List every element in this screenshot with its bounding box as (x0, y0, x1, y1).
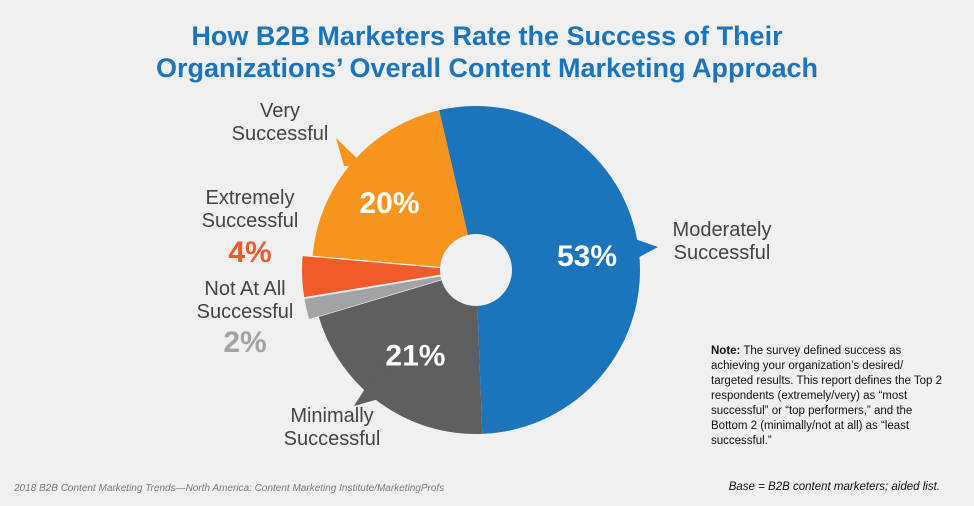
category-label: Extremely Successful (202, 187, 299, 232)
category-label: Very Successful (232, 100, 329, 145)
pie-slice-moderately (439, 106, 640, 434)
source-citation: 2018 B2B Content Marketing Trends—North … (14, 483, 445, 494)
category-label: Minimally Successful (284, 405, 381, 450)
label-pointer (336, 138, 366, 167)
note-text: Note: The survey defined success as achi… (711, 344, 946, 449)
label-pointer (630, 238, 658, 262)
chart-title: How B2B Marketers Rate the Success of Th… (0, 20, 974, 84)
pie-slice-very (312, 110, 476, 270)
chart-title-line-1: How B2B Marketers Rate the Success of Th… (191, 21, 783, 51)
note-body: The survey defined success as achieving … (711, 345, 942, 447)
data-label: 21% (385, 340, 445, 373)
data-label: 20% (359, 187, 419, 220)
category-label: Not At All Successful (197, 278, 294, 323)
donut-hole (440, 234, 512, 306)
pie-slice-extremely (302, 256, 467, 298)
data-label: 4% (228, 236, 271, 269)
label-pointer (354, 365, 404, 406)
pie-slice-not-at-all (304, 272, 467, 320)
data-label: 2% (223, 326, 266, 359)
note-label: Note: (711, 345, 741, 357)
base-note: Base = B2B content marketers; aided list… (728, 481, 940, 493)
pie-slice-minimally (318, 270, 483, 434)
chart-title-line-2: Organizations’ Overall Content Marketing… (155, 53, 819, 83)
data-label: 53% (557, 240, 617, 273)
category-label: Moderately Successful (673, 219, 772, 264)
